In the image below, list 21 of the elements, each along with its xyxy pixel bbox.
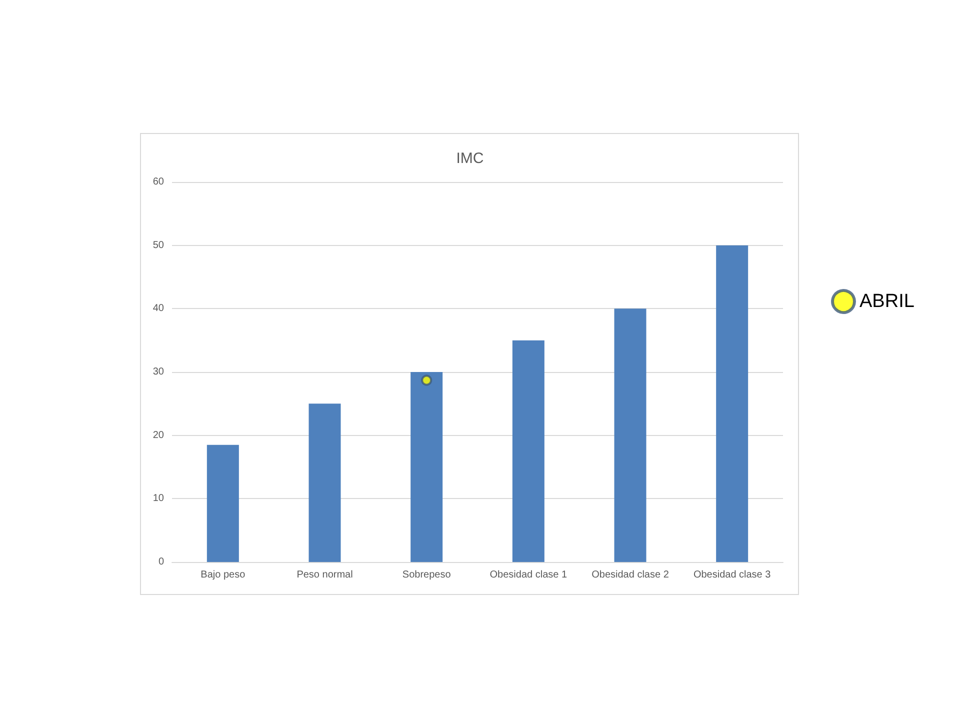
bar	[410, 372, 443, 562]
y-tick-label: 0	[158, 556, 164, 568]
x-tick-label: Bajo peso	[200, 570, 246, 580]
y-tick-label: 60	[152, 176, 164, 188]
x-tick-label: Obesidad clase 2	[592, 570, 670, 580]
legend-label: ABRIL	[860, 291, 914, 312]
bar	[614, 308, 646, 562]
bar	[716, 245, 748, 562]
y-tick-label: 50	[152, 240, 164, 251]
bar	[206, 444, 239, 562]
y-tick-label: 10	[152, 493, 164, 504]
chart-title: IMC	[456, 150, 484, 167]
y-tick-label: 40	[152, 303, 164, 314]
bar	[512, 340, 544, 562]
y-tick-label: 20	[152, 430, 164, 441]
x-tick-label: Sobrepeso	[402, 570, 452, 580]
x-tick-label: Obesidad clase 3	[693, 570, 772, 580]
x-tick-label: Peso normal	[296, 570, 353, 580]
bar	[308, 404, 341, 562]
x-tick-label: Obesidad clase 1	[490, 570, 568, 580]
y-tick-label: 30	[152, 366, 164, 378]
